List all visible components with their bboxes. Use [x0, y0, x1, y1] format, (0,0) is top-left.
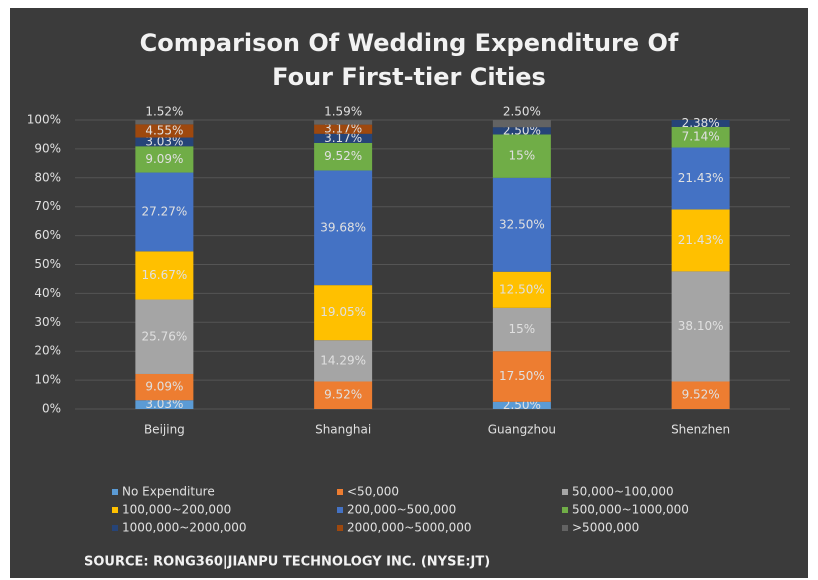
bar-segment [671, 126, 730, 148]
bar-segment [135, 373, 194, 401]
y-tick-label: 10% [34, 373, 61, 387]
y-tick-label: 60% [34, 228, 61, 242]
bar-segment [314, 124, 373, 134]
y-tick-label: 70% [34, 199, 61, 213]
data-label: 3.03% [145, 397, 183, 411]
data-label: 19.05% [320, 305, 366, 319]
bar-segment [492, 271, 551, 308]
bar-segment [671, 120, 730, 127]
bar-segment [492, 120, 551, 128]
y-tick-label: 20% [34, 344, 61, 358]
legend-label: 500,000~1000,000 [572, 503, 689, 517]
legend-swatch [562, 489, 568, 495]
data-label: 21.43% [678, 171, 724, 185]
data-label: 1.59% [324, 105, 362, 119]
legend-label: 2000,000~5000,000 [347, 521, 472, 535]
legend-label: <50,000 [347, 485, 399, 499]
data-label: 9.09% [145, 380, 183, 394]
data-label: 25.76% [141, 329, 187, 343]
legend-label: 50,000~100,000 [572, 485, 674, 499]
bar-segment [492, 127, 551, 135]
data-label: 15% [509, 322, 536, 336]
data-label: 2.38% [682, 116, 720, 130]
data-label: 15% [509, 149, 536, 163]
y-tick-label: 50% [34, 257, 61, 271]
bar-segment [314, 120, 373, 125]
data-label: 7.14% [682, 130, 720, 144]
data-label: 9.52% [682, 388, 720, 402]
bar-segment [671, 209, 730, 272]
y-tick-label: 90% [34, 141, 61, 155]
y-tick-label: 100% [27, 113, 61, 127]
y-tick-label: 30% [34, 315, 61, 329]
data-label: 4.55% [145, 123, 183, 137]
bar-segment [671, 271, 730, 382]
source: SOURCE: RONG360|JIANPU TECHNOLOGY INC. (… [84, 555, 490, 570]
legend-swatch [562, 507, 568, 513]
bar-segment [135, 137, 194, 147]
y-tick-label: 80% [34, 170, 61, 184]
bar-segment [135, 119, 194, 125]
legend-swatch [112, 507, 118, 513]
bar-segment [135, 146, 194, 173]
data-label: 14.29% [320, 353, 366, 367]
bar-segment [314, 340, 373, 382]
legend-swatch [337, 507, 343, 513]
bar-segment [492, 134, 551, 178]
bar-segment [492, 351, 551, 402]
data-label: 39.68% [320, 220, 366, 234]
bar-segment [314, 133, 373, 143]
data-label: 3.03% [145, 134, 183, 148]
bar-segment [135, 172, 194, 252]
bar-segment [671, 381, 730, 409]
bar-segment [492, 307, 551, 352]
legend-swatch [562, 525, 568, 531]
bar-segment [314, 285, 373, 341]
legend-label: >5000,000 [572, 521, 639, 535]
legend-swatch [112, 489, 118, 495]
data-label: 9.09% [145, 152, 183, 166]
legend-label: 1000,000~2000,000 [122, 521, 247, 535]
bar-segment [135, 124, 194, 138]
data-label: 16.67% [141, 268, 187, 282]
bar-segment [492, 177, 551, 272]
data-label: 21.43% [678, 233, 724, 247]
bar-segment [314, 142, 373, 171]
legend-swatch [337, 525, 343, 531]
legend-swatch [337, 489, 343, 495]
bar-segment [314, 170, 373, 286]
data-label: 12.50% [499, 282, 545, 296]
data-label: 1.52% [145, 104, 183, 118]
chart-title: Comparison Of Wedding Expenditure Of [140, 29, 679, 57]
y-tick-label: 40% [34, 286, 61, 300]
data-label: 3.17% [324, 131, 362, 145]
bar-segment [135, 299, 194, 374]
data-label: 27.27% [141, 204, 187, 218]
data-label: 9.52% [324, 388, 362, 402]
bar-segment [314, 381, 373, 409]
data-label: 2.50% [503, 105, 541, 119]
bar-segment [671, 147, 730, 210]
x-tick-label: Guangzhou [488, 423, 556, 437]
data-label: 17.50% [499, 369, 545, 383]
data-label: 9.52% [324, 149, 362, 163]
bar-segment [135, 400, 194, 409]
data-label: 3.17% [324, 122, 362, 136]
x-tick-label: Shenzhen [671, 423, 730, 437]
chart-title: Four First-tier Cities [272, 63, 546, 91]
legend-label: 100,000~200,000 [122, 503, 231, 517]
data-label: 38.10% [678, 319, 724, 333]
legend-label: No Expenditure [122, 485, 215, 499]
data-label: 32.50% [499, 217, 545, 231]
legend-swatch [112, 525, 118, 531]
legend-label: 200,000~500,000 [347, 503, 456, 517]
bar-segment [492, 401, 551, 409]
x-tick-label: Beijing [144, 423, 185, 437]
x-tick-label: Shanghai [315, 423, 371, 437]
bar-segment [135, 251, 194, 300]
y-tick-label: 0% [42, 402, 61, 416]
